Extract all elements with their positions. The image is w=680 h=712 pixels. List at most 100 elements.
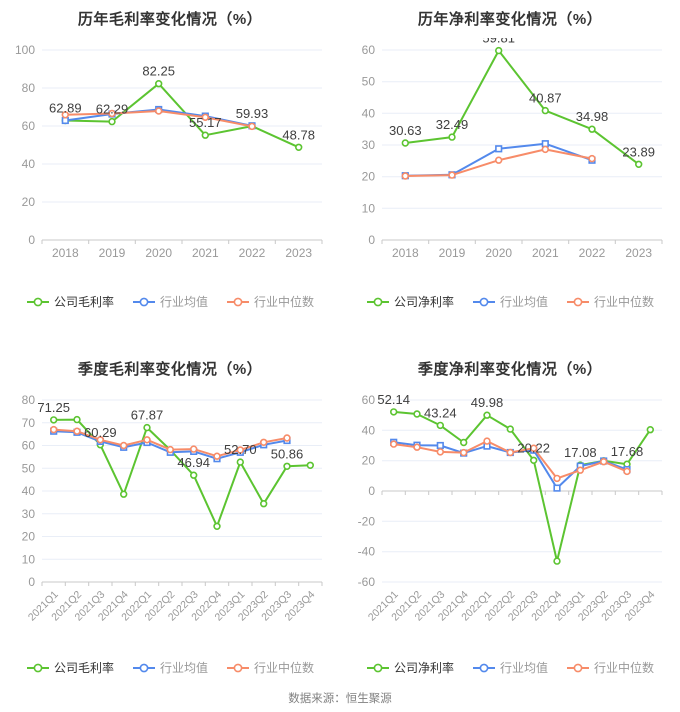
svg-text:2023: 2023 [285, 246, 312, 260]
legend-marker-icon [366, 297, 389, 307]
legend-item-industry-median[interactable]: 行业中位数 [566, 656, 654, 680]
legend-label: 行业中位数 [254, 661, 315, 675]
svg-text:2018: 2018 [392, 246, 419, 260]
svg-text:-40: -40 [358, 545, 376, 559]
svg-text:0: 0 [28, 233, 35, 247]
legend-marker-icon [26, 297, 49, 307]
svg-text:0: 0 [368, 233, 375, 247]
svg-text:2023: 2023 [625, 246, 652, 260]
legend-label: 行业均值 [159, 661, 208, 675]
legend-item-industry-mean[interactable]: 行业均值 [472, 290, 548, 314]
svg-text:17.68: 17.68 [611, 444, 644, 459]
chart-annual-net-margin: 历年净利率变化情况（%） 0 10 20 30 40 50 60 2018 2019 2020 20… [340, 0, 680, 336]
svg-text:40: 40 [362, 423, 376, 437]
svg-text:60: 60 [362, 393, 376, 407]
chart-legend: 公司毛利率 行业均值 行业中位数 [0, 290, 340, 318]
svg-text:62.29: 62.29 [96, 102, 129, 117]
svg-text:40.87: 40.87 [529, 91, 562, 106]
annual-net-margin-plot: 0 10 20 30 40 50 60 2018 2019 2020 2021 2022 2023 30.… [362, 38, 663, 260]
svg-text:40: 40 [362, 106, 376, 120]
svg-text:2018: 2018 [52, 246, 79, 260]
svg-text:52.14: 52.14 [377, 392, 410, 407]
chart-quarterly-gross-margin: 季度毛利率变化情况（%） 0 10 20 30 40 50 60 70 80 2021Q1 2021… [0, 336, 340, 688]
legend-item-industry-mean[interactable]: 行业均值 [132, 290, 208, 314]
legend-label: 公司净利率 [393, 295, 454, 309]
chart-title: 季度毛利率变化情况（%） [77, 361, 263, 378]
svg-text:40: 40 [22, 157, 36, 171]
svg-text:10: 10 [22, 552, 36, 566]
svg-text:46.94: 46.94 [177, 455, 210, 470]
svg-text:0: 0 [368, 484, 375, 498]
legend-marker-icon [227, 663, 249, 673]
svg-text:20: 20 [362, 170, 376, 184]
legend-item-industry-median[interactable]: 行业中位数 [226, 290, 314, 314]
svg-text:2021: 2021 [192, 246, 219, 260]
svg-text:2020: 2020 [485, 246, 512, 260]
legend-marker-icon [472, 297, 495, 307]
legend-item-industry-median[interactable]: 行业中位数 [566, 290, 654, 314]
legend-marker-icon [132, 297, 155, 307]
chart-annual-gross-margin: 历年毛利率变化情况（%） 0 20 40 60 80 100 2018 2019 2020 202… [0, 0, 340, 336]
svg-text:20: 20 [22, 195, 36, 209]
legend-label: 行业均值 [159, 295, 208, 309]
svg-text:2022: 2022 [579, 246, 606, 260]
svg-text:67.87: 67.87 [131, 408, 164, 423]
svg-text:50: 50 [22, 461, 36, 475]
svg-text:23.89: 23.89 [622, 144, 655, 159]
legend-item-company[interactable]: 公司净利率 [366, 656, 454, 680]
svg-text:17.08: 17.08 [564, 445, 597, 460]
chart-legend: 公司净利率 行业均值 行业中位数 [340, 656, 680, 684]
legend-label: 行业中位数 [594, 295, 655, 309]
svg-text:2019: 2019 [99, 246, 126, 260]
svg-text:50: 50 [362, 75, 376, 89]
svg-text:49.98: 49.98 [471, 395, 504, 410]
svg-text:62.89: 62.89 [49, 101, 82, 116]
svg-text:52.70: 52.70 [224, 442, 257, 457]
chart-quarterly-net-margin: 季度净利率变化情况（%） -60 -40 -20 0 20 40 60 2021Q1 2021Q… [340, 336, 680, 688]
legend-marker-icon [132, 663, 155, 673]
svg-text:30: 30 [22, 507, 36, 521]
quarterly-gross-margin-plot: 010203040506070802021Q12021Q22021Q32021Q… [22, 393, 323, 624]
svg-text:60.29: 60.29 [84, 425, 117, 440]
svg-text:2021: 2021 [532, 246, 559, 260]
svg-text:20: 20 [362, 454, 376, 468]
svg-text:60: 60 [22, 119, 36, 133]
chart-legend: 公司毛利率 行业均值 行业中位数 [0, 656, 340, 684]
svg-text:60: 60 [22, 439, 36, 453]
chart-title: 历年毛利率变化情况（%） [77, 11, 263, 28]
legend-item-company[interactable]: 公司毛利率 [26, 290, 114, 314]
legend-marker-icon [472, 663, 495, 673]
svg-text:60: 60 [362, 43, 376, 57]
svg-text:20.22: 20.22 [517, 440, 550, 455]
legend-label: 公司净利率 [393, 661, 454, 675]
legend-marker-icon [567, 663, 589, 673]
svg-text:59.81: 59.81 [482, 38, 515, 46]
legend-item-industry-mean[interactable]: 行业均值 [132, 656, 208, 680]
chart-title: 历年净利率变化情况（%） [417, 11, 603, 28]
legend-label: 行业均值 [499, 661, 548, 675]
svg-text:34.98: 34.98 [576, 109, 609, 124]
legend-item-industry-median[interactable]: 行业中位数 [226, 656, 314, 680]
svg-text:55.17: 55.17 [189, 115, 222, 130]
svg-text:40: 40 [22, 484, 36, 498]
svg-text:50.86: 50.86 [271, 446, 304, 461]
svg-text:80: 80 [22, 393, 36, 407]
svg-text:-60: -60 [358, 575, 376, 589]
legend-label: 公司毛利率 [53, 661, 114, 675]
legend-item-company[interactable]: 公司净利率 [366, 290, 454, 314]
legend-label: 公司毛利率 [53, 295, 114, 309]
svg-text:2022: 2022 [239, 246, 266, 260]
legend-item-industry-mean[interactable]: 行业均值 [472, 656, 548, 680]
svg-text:-20: -20 [358, 514, 376, 528]
svg-text:70: 70 [22, 416, 36, 430]
quarterly-net-margin-plot: -60-40-2002040602021Q12021Q22021Q32021Q4… [358, 392, 663, 624]
svg-text:43.24: 43.24 [424, 405, 457, 420]
svg-text:30.63: 30.63 [389, 123, 422, 138]
svg-text:0: 0 [28, 575, 35, 589]
chart-title: 季度净利率变化情况（%） [417, 361, 603, 378]
charts-grid: 历年毛利率变化情况（%） 0 20 40 60 80 100 2018 2019 2020 202… [0, 0, 680, 688]
svg-text:48.78: 48.78 [282, 127, 315, 142]
svg-text:71.25: 71.25 [37, 400, 70, 415]
legend-item-company[interactable]: 公司毛利率 [26, 656, 114, 680]
annual-gross-margin-plot: 0 20 40 60 80 100 2018 2019 2020 2021 2022 2023 62.8… [15, 43, 323, 260]
